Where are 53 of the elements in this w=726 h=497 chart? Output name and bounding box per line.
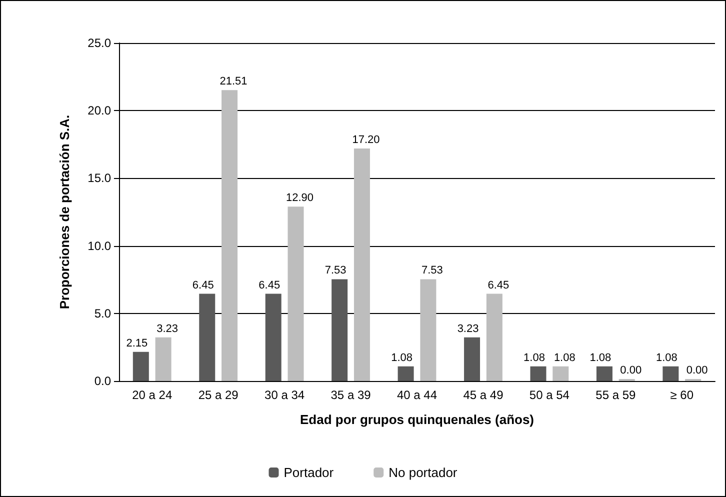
data-label: 17.20 [352,134,380,146]
bar [420,279,436,381]
data-label: 6.45 [258,279,280,292]
data-label: 6.45 [488,279,510,292]
y-tick-label: 20.0 [88,104,112,118]
legend-label: No portador [388,465,458,480]
bar [332,279,348,381]
x-tick-label: 25 a 29 [198,388,239,402]
data-label: 12.90 [286,192,314,204]
x-axis-title: Edad por grupos quinquenales (años) [300,412,534,427]
data-label: 1.08 [524,352,545,364]
y-tick-label: 25.0 [88,36,112,50]
data-label: 0.00 [686,364,708,376]
data-label: 6.45 [192,279,214,292]
bar [552,366,569,381]
data-label: 1.08 [656,352,678,364]
data-label: 1.08 [554,352,576,364]
bar [155,337,172,381]
y-tick-label: 15.0 [88,171,112,186]
data-label: 1.08 [590,352,612,364]
x-tick-label: 40 a 44 [396,388,438,402]
y-tick-label: 0.0 [94,374,112,388]
bar [596,366,612,381]
data-label: 2.15 [126,337,148,350]
bar [132,352,149,381]
bar [199,294,216,381]
x-tick-label: 55 a 59 [596,388,636,402]
data-label: 3.23 [457,322,479,335]
data-label: 3.23 [156,322,178,335]
x-tick-label: 30 a 34 [264,388,305,402]
x-tick-label: 45 a 49 [463,388,504,402]
bar [486,294,502,381]
x-tick-label: 35 a 39 [330,388,372,402]
bar [222,90,238,381]
x-tick-label: ≥ 60 [670,388,694,402]
legend-label: Portador [284,465,334,480]
y-axis-title: Proporciones de portación S.A. [57,114,72,310]
bar [265,294,282,381]
bar [398,366,414,381]
data-label: 1.08 [391,352,413,364]
bar [464,337,480,381]
x-tick-label: 50 a 54 [529,388,570,402]
x-tick-label: 20 a 24 [132,388,172,402]
bar [530,366,546,381]
bar [662,366,679,381]
y-tick-label: 5.0 [94,306,112,320]
bar [354,148,370,381]
y-tick-label: 10.0 [88,238,112,253]
data-label: 21.51 [220,76,248,88]
bar [288,206,304,381]
data-label: 7.53 [324,264,346,277]
data-label: 7.53 [421,264,443,277]
data-label: 0.00 [620,364,642,376]
